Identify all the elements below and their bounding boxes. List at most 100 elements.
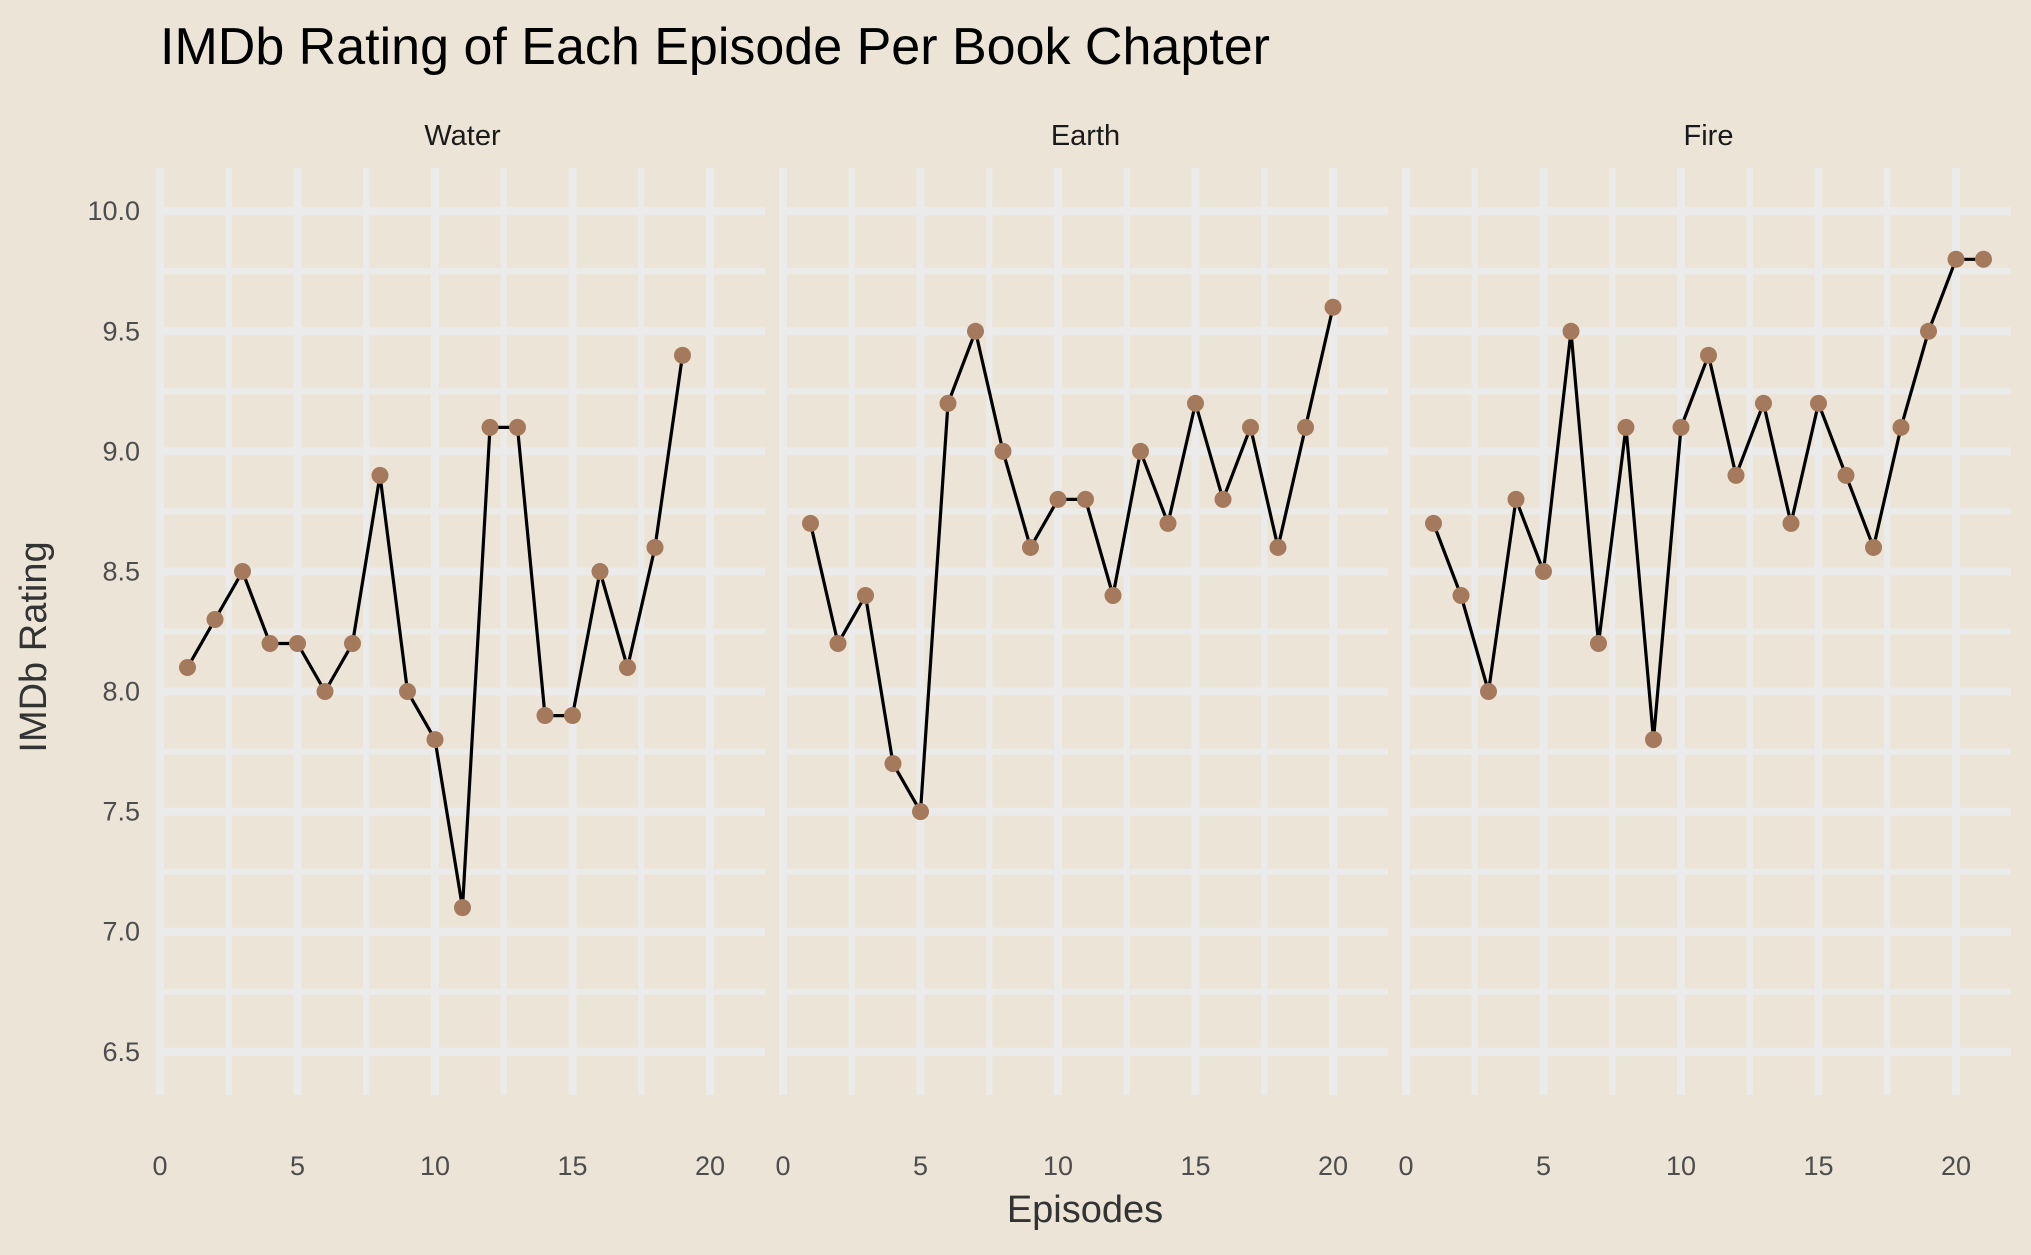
- data-points: [179, 346, 691, 917]
- data-point: [1892, 418, 1910, 436]
- data-point: [967, 322, 984, 340]
- data-point: [261, 635, 279, 653]
- data-point: [1617, 418, 1635, 436]
- x-tick-labels: 0 5 10 15 20: [1398, 1151, 1971, 1181]
- y-tick-label: 8.0: [102, 677, 140, 707]
- panel-label: Fire: [1684, 120, 1734, 152]
- data-point: [1077, 490, 1094, 508]
- data-point: [1975, 250, 1992, 268]
- data-point: [1645, 731, 1662, 749]
- data-point: [591, 562, 609, 580]
- data-point: [1535, 562, 1552, 580]
- data-point: [1920, 322, 1937, 340]
- data-point: [1810, 394, 1827, 412]
- x-tick-label: 0: [152, 1151, 167, 1181]
- data-point: [1865, 538, 1882, 556]
- y-tick-label: 7.5: [102, 797, 140, 827]
- data-point: [1590, 635, 1607, 653]
- data-points: [1425, 250, 1992, 749]
- data-point: [829, 635, 847, 653]
- data-point: [509, 418, 526, 436]
- data-points: [802, 298, 1342, 821]
- data-point: [399, 683, 416, 701]
- data-point: [912, 803, 929, 821]
- data-point: [564, 707, 581, 725]
- data-point: [179, 659, 196, 677]
- data-point: [206, 610, 224, 628]
- x-tick-labels: 0 5 10 15 20: [775, 1151, 1348, 1181]
- panel-label: Earth: [1051, 120, 1120, 152]
- data-point: [454, 899, 471, 917]
- data-point: [1700, 346, 1717, 364]
- data-point: [1727, 466, 1745, 484]
- data-point: [1269, 538, 1287, 556]
- data-point: [1755, 394, 1772, 412]
- data-point: [1297, 418, 1314, 436]
- data-point: [994, 442, 1012, 460]
- x-tick-label: 5: [290, 1151, 305, 1181]
- x-tick-label: 10: [1666, 1151, 1696, 1181]
- x-tick-label: 15: [557, 1151, 587, 1181]
- data-point: [619, 659, 636, 677]
- data-point: [1782, 514, 1800, 532]
- chart-title: IMDb Rating of Each Episode Per Book Cha…: [160, 18, 1270, 76]
- data-point: [1214, 490, 1232, 508]
- x-tick-label: 10: [1043, 1151, 1073, 1181]
- data-point: [1562, 322, 1580, 340]
- x-axis-title: Episodes: [1007, 1189, 1163, 1231]
- data-point: [234, 562, 251, 580]
- data-point: [1947, 250, 1965, 268]
- y-tick-label: 6.5: [102, 1037, 140, 1067]
- panel-earth: Earth 0 5 10 15 20: [775, 120, 1388, 1181]
- data-point: [289, 635, 306, 653]
- panel-water: Water 0 5 10 15 20: [152, 120, 765, 1181]
- panel-fire: Fire 0 5 10 15 20: [1398, 120, 2011, 1181]
- minor-gridlines: [160, 168, 765, 1095]
- data-point: [1480, 683, 1497, 701]
- data-point: [646, 538, 664, 556]
- x-tick-label: 10: [420, 1151, 450, 1181]
- data-point: [426, 731, 444, 749]
- x-tick-label: 5: [1536, 1151, 1551, 1181]
- data-point: [344, 635, 361, 653]
- data-point: [857, 586, 874, 604]
- data-point: [1022, 538, 1039, 556]
- major-gridlines: [779, 168, 1388, 1095]
- data-point: [1187, 394, 1204, 412]
- x-tick-labels: 0 5 10 15 20: [152, 1151, 725, 1181]
- data-point: [1104, 586, 1122, 604]
- major-gridlines: [156, 168, 765, 1095]
- data-point: [1837, 466, 1855, 484]
- data-point: [1425, 514, 1442, 532]
- data-point: [1159, 514, 1177, 532]
- data-point: [316, 683, 334, 701]
- data-point: [1242, 418, 1259, 436]
- minor-gridlines: [783, 168, 1388, 1095]
- y-tick-label: 10.0: [87, 196, 140, 226]
- data-point: [1672, 418, 1690, 436]
- data-point: [1132, 442, 1149, 460]
- data-point: [939, 394, 957, 412]
- major-gridlines: [1402, 168, 2011, 1095]
- data-point: [674, 346, 691, 364]
- data-point: [1324, 298, 1342, 316]
- data-point: [371, 466, 389, 484]
- x-tick-label: 20: [695, 1151, 725, 1181]
- data-point: [536, 707, 554, 725]
- data-point: [802, 514, 819, 532]
- x-tick-label: 0: [1398, 1151, 1413, 1181]
- y-tick-labels: 6.5 7.0 7.5 8.0 8.5 9.0 9.5 10.0: [87, 196, 140, 1067]
- x-tick-label: 15: [1180, 1151, 1210, 1181]
- data-point: [1452, 586, 1470, 604]
- panel-label: Water: [424, 120, 501, 152]
- data-point: [481, 418, 499, 436]
- x-tick-label: 15: [1803, 1151, 1833, 1181]
- x-tick-label: 5: [913, 1151, 928, 1181]
- y-tick-label: 9.5: [102, 316, 140, 346]
- x-tick-label: 20: [1318, 1151, 1348, 1181]
- x-tick-label: 20: [1941, 1151, 1971, 1181]
- x-tick-label: 0: [775, 1151, 790, 1181]
